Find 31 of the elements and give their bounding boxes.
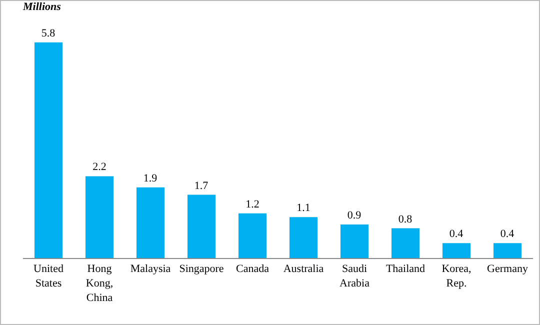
y-axis-title: Millions [22,1,61,13]
x-tick-label: Thailand [386,263,426,276]
data-label: 2.2 [92,161,106,174]
data-label: 1.7 [194,180,209,192]
data-label: 5.8 [41,27,56,40]
data-label: 1.9 [143,172,158,184]
data-label: 0.4 [449,228,464,240]
data-label: 0.9 [347,210,362,222]
x-tick-label: Korea, Rep. [442,263,472,290]
data-label: 1.1 [296,202,310,214]
x-tick-label: Canada [236,263,270,276]
x-tick-label: Australia [283,263,324,276]
bar [136,187,165,258]
x-tick-label: Malaysia [130,263,171,276]
bar [289,217,318,258]
bar [391,228,420,258]
x-tick-label: Saudi Arabia [340,263,370,290]
x-tick-label: Hong Kong, China [86,263,114,304]
bar [34,42,63,258]
bar [340,224,369,258]
data-label: 0.8 [398,213,413,226]
bar [442,243,471,258]
bar [493,243,522,258]
bar [238,213,267,258]
x-tick-label: Germany [487,263,528,276]
bar [85,176,114,258]
x-tick-label: Singapore [179,263,224,276]
bar [187,194,216,258]
data-label: 0.4 [500,228,515,240]
data-label: 1.2 [246,198,260,210]
x-tick-label: United States [34,263,64,290]
